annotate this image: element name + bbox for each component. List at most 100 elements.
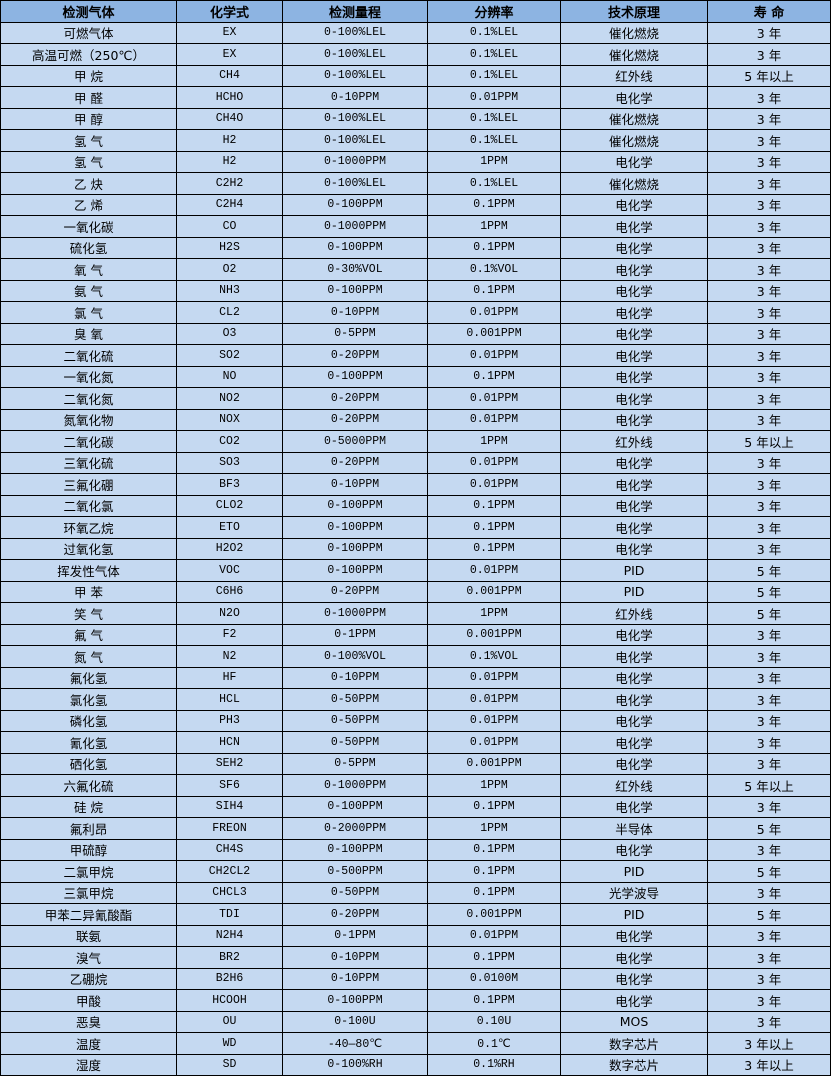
lifespan-cell: 3 年 xyxy=(707,731,831,754)
resolution-cell: 0.01PPM xyxy=(427,344,561,367)
principle-cell: 电化学 xyxy=(560,924,708,947)
gas-name-cell: 氨 气 xyxy=(0,279,177,302)
lifespan-cell: 5 年以上 xyxy=(707,430,831,453)
formula-cell: CH4O xyxy=(176,107,283,130)
table-row: 一氧化氮 NO 0-100PPM 0.1PPM 电化学 3 年 xyxy=(0,365,831,388)
lifespan-cell: 3 年 xyxy=(707,150,831,173)
gas-name-cell: 二氧化氯 xyxy=(0,494,177,517)
resolution-cell: 0.01PPM xyxy=(427,408,561,431)
principle-cell: 电化学 xyxy=(560,279,708,302)
principle-cell: 电化学 xyxy=(560,731,708,754)
gas-name-cell: 氢 气 xyxy=(0,150,177,173)
principle-cell: MOS xyxy=(560,1010,708,1033)
range-cell: 0-20PPM xyxy=(282,903,428,926)
range-cell: 0-100PPM xyxy=(282,193,428,216)
range-cell: 0-100%VOL xyxy=(282,645,428,668)
range-cell: 0-500PPM xyxy=(282,860,428,883)
range-cell: 0-100%RH xyxy=(282,1053,428,1076)
table-row: 溴气 BR2 0-10PPM 0.1PPM 电化学 3 年 xyxy=(0,946,831,969)
column-header-resolution: 分辨率 xyxy=(427,0,561,23)
lifespan-cell: 3 年 xyxy=(707,967,831,990)
resolution-cell: 0.01PPM xyxy=(427,387,561,410)
principle-cell: 电化学 xyxy=(560,623,708,646)
lifespan-cell: 3 年 xyxy=(707,408,831,431)
formula-cell: CO xyxy=(176,215,283,238)
formula-cell: NO xyxy=(176,365,283,388)
range-cell: 0-100%LEL xyxy=(282,21,428,44)
formula-cell: HF xyxy=(176,666,283,689)
resolution-cell: 0.1PPM xyxy=(427,881,561,904)
principle-cell: 电化学 xyxy=(560,236,708,259)
resolution-cell: 0.01PPM xyxy=(427,688,561,711)
resolution-cell: 0.1%LEL xyxy=(427,21,561,44)
principle-cell: 红外线 xyxy=(560,774,708,797)
table-row: 氯 气 CL2 0-10PPM 0.01PPM 电化学 3 年 xyxy=(0,301,831,324)
formula-cell: SEH2 xyxy=(176,752,283,775)
gas-name-cell: 联氨 xyxy=(0,924,177,947)
resolution-cell: 0.1%VOL xyxy=(427,645,561,668)
principle-cell: 红外线 xyxy=(560,602,708,625)
principle-cell: PID xyxy=(560,559,708,582)
range-cell: 0-50PPM xyxy=(282,688,428,711)
formula-cell: CLO2 xyxy=(176,494,283,517)
table-row: 可燃气体 EX 0-100%LEL 0.1%LEL 催化燃烧 3 年 xyxy=(0,21,831,44)
lifespan-cell: 3 年 xyxy=(707,795,831,818)
formula-cell: BF3 xyxy=(176,473,283,496)
range-cell: 0-50PPM xyxy=(282,709,428,732)
gas-name-cell: 可燃气体 xyxy=(0,21,177,44)
principle-cell: 电化学 xyxy=(560,86,708,109)
formula-cell: O2 xyxy=(176,258,283,281)
resolution-cell: 0.1PPM xyxy=(427,537,561,560)
range-cell: 0-20PPM xyxy=(282,408,428,431)
table-row: 磷化氢 PH3 0-50PPM 0.01PPM 电化学 3 年 xyxy=(0,709,831,732)
table-row: 氮氧化物 NOX 0-20PPM 0.01PPM 电化学 3 年 xyxy=(0,408,831,431)
gas-name-cell: 恶臭 xyxy=(0,1010,177,1033)
resolution-cell: 0.001PPM xyxy=(427,752,561,775)
principle-cell: 数字芯片 xyxy=(560,1053,708,1076)
gas-name-cell: 氟化氢 xyxy=(0,666,177,689)
range-cell: -40—80℃ xyxy=(282,1032,428,1055)
resolution-cell: 0.01PPM xyxy=(427,86,561,109)
formula-cell: PH3 xyxy=(176,709,283,732)
table-row: 氢 气 H2 0-100%LEL 0.1%LEL 催化燃烧 3 年 xyxy=(0,129,831,152)
formula-cell: O3 xyxy=(176,322,283,345)
resolution-cell: 0.001PPM xyxy=(427,623,561,646)
formula-cell: C6H6 xyxy=(176,580,283,603)
table-row: 硅 烷 SIH4 0-100PPM 0.1PPM 电化学 3 年 xyxy=(0,795,831,818)
gas-name-cell: 挥发性气体 xyxy=(0,559,177,582)
resolution-cell: 0.001PPM xyxy=(427,322,561,345)
range-cell: 0-10PPM xyxy=(282,967,428,990)
formula-cell: EX xyxy=(176,43,283,66)
formula-cell: H2O2 xyxy=(176,537,283,560)
resolution-cell: 0.1%LEL xyxy=(427,129,561,152)
resolution-cell: 1PPM xyxy=(427,430,561,453)
resolution-cell: 0.1%VOL xyxy=(427,258,561,281)
gas-name-cell: 硒化氢 xyxy=(0,752,177,775)
lifespan-cell: 3 年 xyxy=(707,21,831,44)
lifespan-cell: 5 年 xyxy=(707,559,831,582)
gas-name-cell: 甲 醛 xyxy=(0,86,177,109)
table-row: 二氧化碳 CO2 0-5000PPM 1PPM 红外线 5 年以上 xyxy=(0,430,831,453)
range-cell: 0-5000PPM xyxy=(282,430,428,453)
lifespan-cell: 3 年 xyxy=(707,365,831,388)
table-row: 氢 气 H2 0-1000PPM 1PPM 电化学 3 年 xyxy=(0,150,831,173)
gas-name-cell: 二氧化氮 xyxy=(0,387,177,410)
table-row: 二氧化硫 SO2 0-20PPM 0.01PPM 电化学 3 年 xyxy=(0,344,831,367)
principle-cell: 电化学 xyxy=(560,709,708,732)
principle-cell: 红外线 xyxy=(560,430,708,453)
lifespan-cell: 3 年 xyxy=(707,172,831,195)
formula-cell: N2 xyxy=(176,645,283,668)
range-cell: 0-10PPM xyxy=(282,946,428,969)
formula-cell: OU xyxy=(176,1010,283,1033)
principle-cell: PID xyxy=(560,903,708,926)
lifespan-cell: 3 年 xyxy=(707,666,831,689)
lifespan-cell: 5 年 xyxy=(707,602,831,625)
range-cell: 0-1000PPM xyxy=(282,602,428,625)
formula-cell: CO2 xyxy=(176,430,283,453)
table-header-row: 检测气体 化学式 检测量程 分辨率 技术原理寿 命 xyxy=(0,0,831,23)
gas-name-cell: 三氧化硫 xyxy=(0,451,177,474)
lifespan-cell: 5 年以上 xyxy=(707,774,831,797)
range-cell: 0-100PPM xyxy=(282,838,428,861)
column-header-lifespan: 寿 命 xyxy=(707,0,831,23)
principle-cell: 电化学 xyxy=(560,537,708,560)
